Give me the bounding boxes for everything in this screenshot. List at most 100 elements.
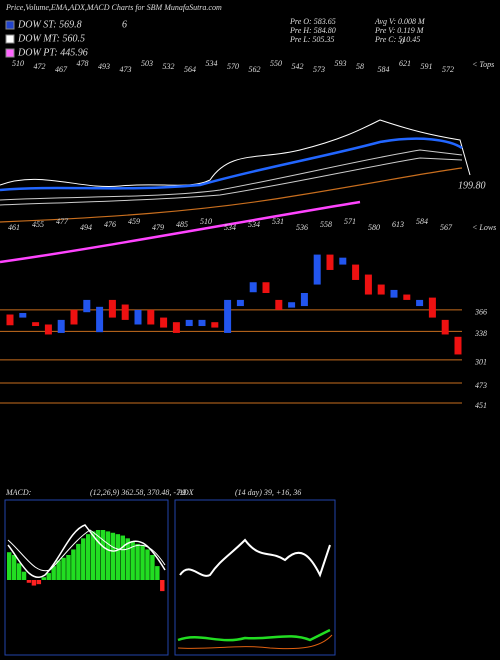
level-label: 338	[474, 329, 487, 338]
legend-label: DOW PT: 445.96	[17, 47, 88, 58]
macd-bar	[51, 566, 56, 580]
macd-bar	[81, 538, 86, 580]
candle-body	[300, 293, 308, 307]
candle-body	[134, 309, 142, 325]
candle-body	[224, 299, 232, 333]
candle-body	[339, 257, 347, 265]
low-label: 613	[392, 220, 404, 229]
top-label: 564	[184, 65, 196, 74]
top-label: 593	[335, 59, 347, 68]
stat: Pre V: 0.119 M	[374, 26, 425, 35]
macd-bar	[26, 580, 32, 583]
legend-note: 6	[122, 19, 127, 30]
macd-bar	[120, 535, 125, 580]
macd-bar	[61, 557, 66, 580]
candle-body	[6, 314, 14, 326]
top-label: 584	[378, 65, 390, 74]
ema-line	[0, 149, 463, 201]
top-label: 562	[249, 65, 261, 74]
candle-body	[96, 306, 104, 333]
top-label: 467	[55, 65, 68, 74]
legend-swatch	[5, 34, 15, 44]
candle-body	[288, 302, 296, 308]
top-label: 621	[399, 59, 411, 68]
candle-body	[326, 254, 334, 270]
macd-bar	[7, 552, 12, 580]
adx-panel	[174, 499, 336, 656]
macd-bar	[41, 577, 46, 580]
top-label: 58	[356, 62, 364, 71]
legend-label: DOW MT: 560.5	[17, 33, 85, 44]
macd-bar	[155, 566, 160, 580]
macd-bar	[140, 545, 145, 580]
top-label: 478	[77, 59, 89, 68]
macd-label: MACD:	[5, 488, 32, 497]
signal-line	[7, 529, 166, 572]
candle-body	[108, 299, 116, 318]
macd-bar	[11, 555, 17, 580]
macd-bar	[90, 531, 96, 580]
macd-bar	[145, 549, 150, 580]
level-label: 366	[474, 308, 487, 317]
low-label: 534	[248, 220, 260, 229]
adx-params: (14 day) 39, +16, 36	[235, 488, 301, 497]
stat: Pre H: 584.80	[289, 26, 336, 35]
candle-body	[428, 297, 436, 318]
candle-body	[44, 324, 52, 335]
ema-label: 199.80	[458, 180, 486, 191]
low-label: 461	[8, 223, 20, 232]
stat-note: 0	[400, 37, 404, 46]
top-label: 472	[34, 62, 46, 71]
low-label: 571	[344, 217, 356, 226]
low-label: 584	[416, 217, 428, 226]
adx-minus-line	[177, 634, 333, 650]
price-line	[0, 119, 471, 188]
stat: Pre C: 510.45	[374, 35, 420, 44]
candle-body	[313, 254, 321, 285]
top-label: 573	[313, 65, 325, 74]
macd-bar	[71, 549, 76, 580]
macd-bar	[21, 571, 27, 580]
low-label: 558	[320, 220, 332, 229]
candle-body	[198, 319, 206, 327]
low-label: 531	[272, 217, 284, 226]
macd-bar	[160, 580, 165, 592]
page-title: Price,Volume,EMA,ADX,MACD Charts for SBM…	[5, 3, 222, 12]
macd-bar	[46, 573, 51, 580]
candle-body	[441, 319, 449, 335]
candle-body	[454, 336, 462, 355]
top-label: 532	[163, 62, 175, 71]
macd-bar	[31, 580, 37, 586]
top-label: 534	[206, 59, 218, 68]
candle-body	[416, 299, 424, 307]
candle-body	[352, 264, 360, 280]
macd-bar	[86, 534, 91, 580]
candle-body	[83, 299, 91, 313]
top-label: 473	[120, 65, 132, 74]
adx-label: ADX	[177, 488, 195, 497]
candle-body	[390, 289, 398, 298]
low-label: 479	[152, 223, 164, 232]
candle-body	[172, 322, 180, 333]
top-label: 570	[227, 62, 239, 71]
candle-body	[236, 299, 244, 307]
macd-bar	[56, 560, 61, 580]
macd-bar	[110, 532, 116, 580]
top-label: 510	[12, 59, 24, 68]
macd-bar	[76, 543, 81, 580]
candle-body	[160, 317, 168, 328]
macd-bar	[95, 530, 101, 580]
macd-bar	[135, 543, 140, 580]
low-label: 534	[224, 223, 236, 232]
low-label: 510	[200, 217, 212, 226]
level-label: 451	[475, 401, 487, 410]
legend-label: DOW ST: 569.8	[17, 19, 82, 30]
top-label: 572	[442, 65, 454, 74]
candle-body	[211, 322, 219, 328]
candle-body	[19, 312, 27, 318]
legend-swatch	[5, 48, 15, 58]
low-label: 476	[104, 220, 116, 229]
ema-line	[0, 137, 463, 192]
macd-bar	[150, 555, 155, 580]
